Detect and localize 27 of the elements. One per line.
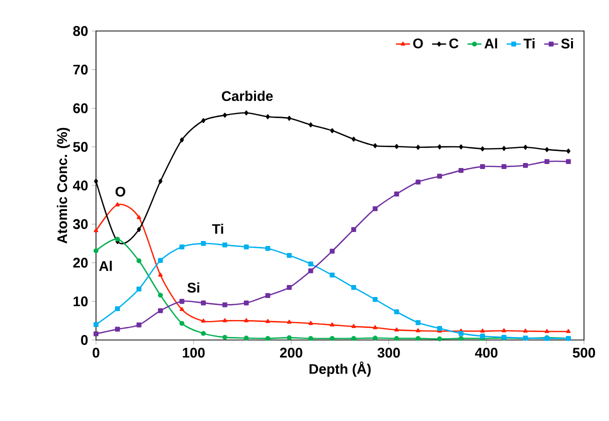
legend-label: O xyxy=(413,38,423,48)
x-axis-title: Depth (Å) xyxy=(310,361,371,377)
annotation: Al xyxy=(99,260,112,271)
y-tick-label: 10 xyxy=(74,296,88,306)
legend-label: C xyxy=(449,38,458,48)
y-axis-title: Atomic Conc. (%) xyxy=(56,128,70,244)
legend-label: Ti xyxy=(524,38,535,48)
annotation: Ti xyxy=(212,224,224,234)
annotation: Carbide xyxy=(222,90,273,102)
x-tick-label: 400 xyxy=(474,348,498,358)
y-tick-label: 0 xyxy=(81,335,88,345)
annotation: Si xyxy=(187,282,200,293)
y-tick-label: 80 xyxy=(73,26,88,36)
x-tick-label: 0 xyxy=(92,348,100,358)
y-tick-label: 70 xyxy=(73,64,88,75)
x-tick-label: 100 xyxy=(182,348,205,358)
x-tick-label: 500 xyxy=(572,348,596,358)
legend-label: Si xyxy=(561,38,573,49)
annotation: O xyxy=(116,186,126,197)
legend-label: Al xyxy=(484,38,498,48)
x-tick-label: 200 xyxy=(280,348,302,358)
y-tick-label: 60 xyxy=(73,103,88,114)
x-tick-label: 300 xyxy=(377,348,400,358)
y-tick-label: 30 xyxy=(73,219,88,230)
y-tick-label: 20 xyxy=(73,258,88,268)
y-tick-label: 50 xyxy=(73,142,88,152)
y-tick-label: 40 xyxy=(72,180,88,190)
